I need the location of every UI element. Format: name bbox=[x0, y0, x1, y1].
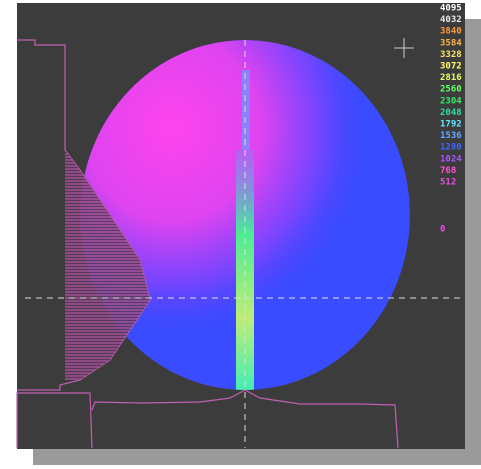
scale-label: 1792 bbox=[440, 120, 462, 130]
scale-label: 2816 bbox=[440, 73, 462, 83]
scale-label: 0 bbox=[440, 225, 445, 235]
scale-label: 3584 bbox=[440, 38, 462, 48]
scale-label: 1536 bbox=[440, 131, 462, 141]
screenshot: 40954032 38403584 3328 30722816 25602304 2048… bbox=[0, 0, 481, 465]
scale-label: 1280 bbox=[440, 143, 462, 153]
scale-label: 2560 bbox=[440, 85, 462, 95]
scale-label: 3328 bbox=[440, 50, 462, 60]
scale-label: 4032 bbox=[440, 15, 462, 25]
scale-label: 512 bbox=[440, 178, 456, 188]
scale-label: 2304 bbox=[440, 96, 462, 106]
beam-stripe-top bbox=[242, 70, 250, 150]
scale-label: 2048 bbox=[440, 108, 462, 118]
scale-label: 3840 bbox=[440, 27, 462, 37]
scale-label: 1024 bbox=[440, 154, 462, 164]
scale-label: 4095 bbox=[440, 4, 462, 14]
page: 40954032 38403584 3328 30722816 25602304 2048… bbox=[0, 0, 481, 465]
scale-label: 3072 bbox=[440, 62, 462, 72]
scale-label: 768 bbox=[440, 166, 456, 176]
